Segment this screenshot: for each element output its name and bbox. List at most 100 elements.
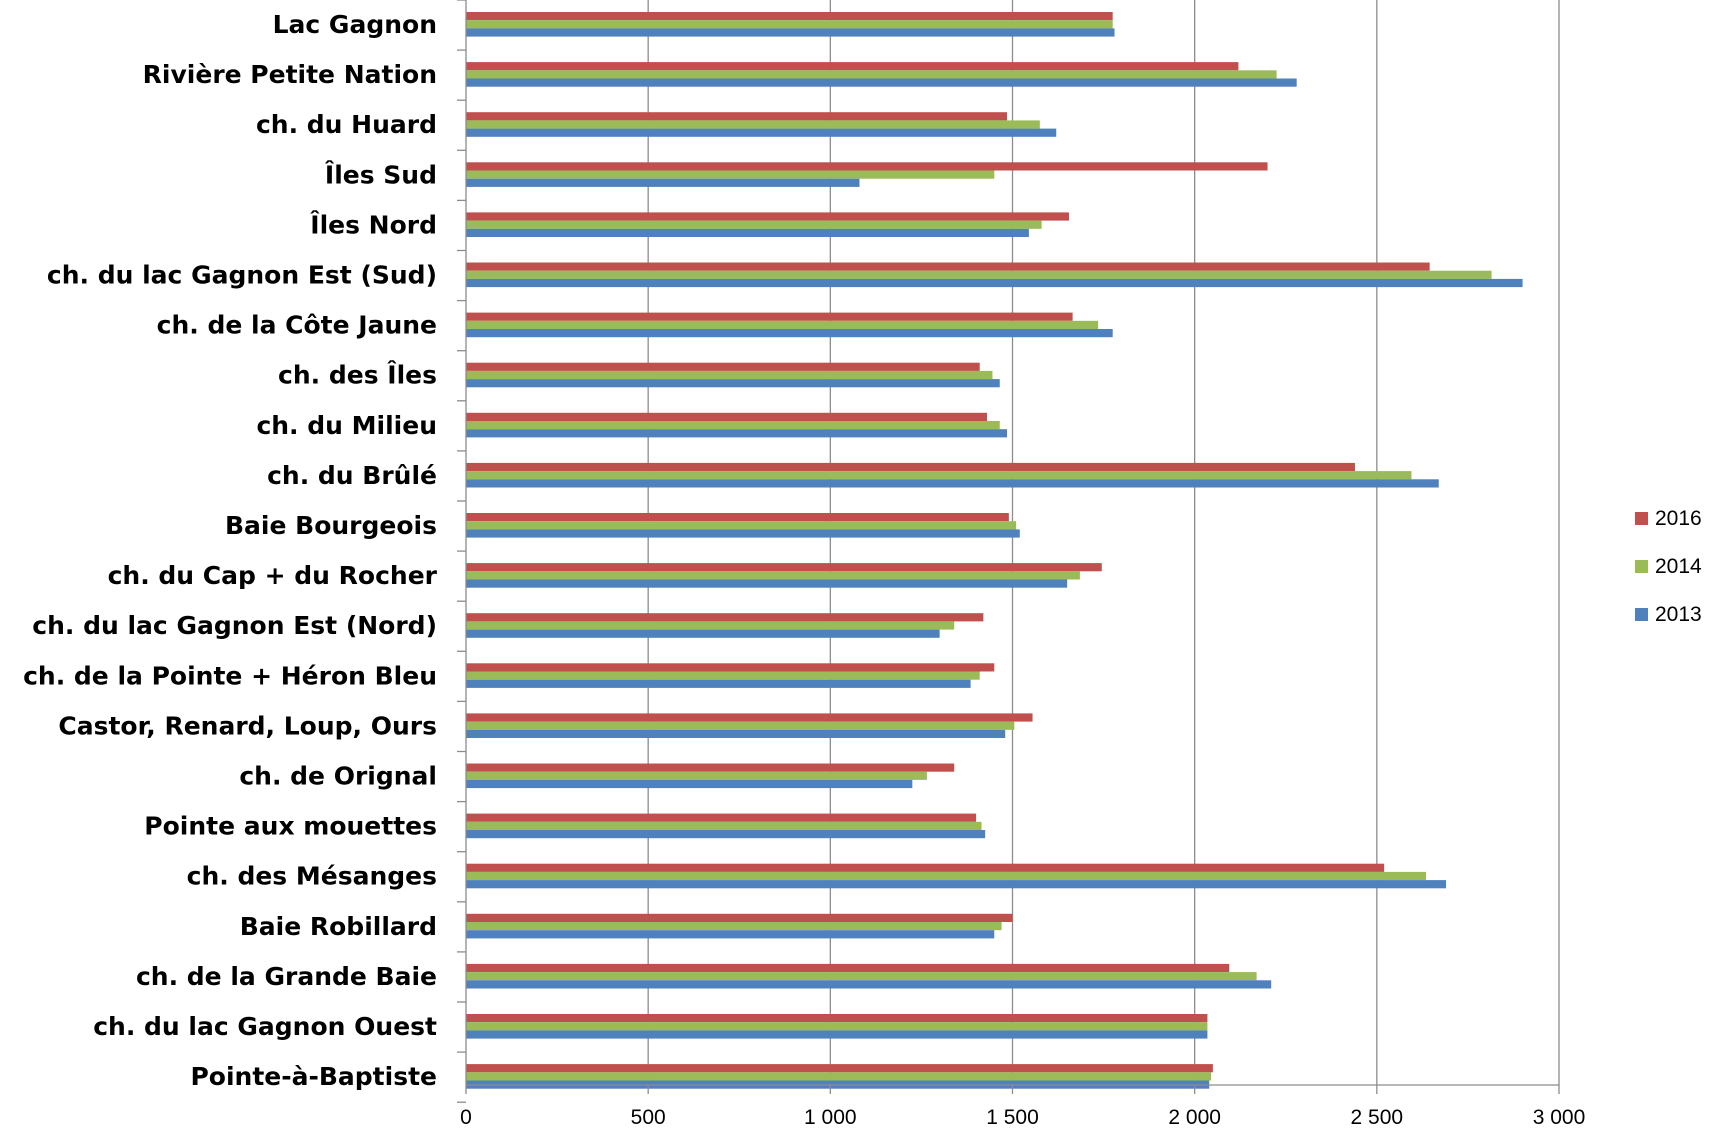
x-tick-label: 1 500 [986, 1106, 1039, 1129]
x-tick-label: 3 000 [1533, 1106, 1586, 1129]
bar-2016 [466, 763, 955, 772]
category-label: Îles Sud [325, 160, 437, 189]
category-label: Pointe-à-Baptiste [190, 1062, 437, 1091]
legend-label: 2016 [1655, 507, 1702, 530]
category-label: Îles Nord [310, 210, 437, 239]
bar-2016 [466, 212, 1069, 221]
category-label: Castor, Renard, Loup, Ours [58, 711, 437, 740]
category-label: Baie Robillard [240, 912, 437, 941]
legend-label: 2014 [1655, 555, 1702, 578]
category-label: ch. de la Côte Jaune [157, 311, 437, 340]
category-label: ch. de la Pointe + Héron Bleu [23, 661, 437, 690]
category-label: Baie Bourgeois [225, 511, 437, 540]
bar-2014 [466, 771, 927, 780]
bar-2013 [466, 429, 1008, 438]
bar-2016 [466, 112, 1008, 121]
bar-2013 [466, 980, 1272, 989]
bar-2013 [466, 529, 1020, 538]
x-tick-label: 2 000 [1168, 1106, 1221, 1129]
bar-2014 [466, 1022, 1208, 1031]
bar-2016 [466, 12, 1113, 21]
legend-swatch-2014 [1635, 560, 1648, 573]
bar-2014 [466, 721, 1015, 730]
bar-2014 [466, 20, 1113, 29]
bar-2013 [466, 178, 860, 187]
bar-2014 [466, 370, 993, 380]
bar-2014 [466, 220, 1042, 229]
bar-2016 [466, 913, 1013, 922]
bar-2013 [466, 278, 1523, 288]
category-label: ch. du Milieu [256, 411, 437, 440]
bar-2013 [466, 629, 940, 638]
bar-2014 [466, 320, 1099, 329]
category-label: Lac Gagnon [273, 10, 437, 39]
bar-2016 [466, 1014, 1208, 1023]
bar-2014 [466, 521, 1017, 530]
bar-2014 [466, 972, 1257, 981]
bar-2016 [466, 663, 995, 672]
bar-2016 [466, 312, 1073, 321]
bar-2013 [466, 930, 995, 939]
bar-2014 [466, 170, 995, 179]
bar-2013 [466, 830, 986, 839]
bar-2014 [466, 471, 1412, 480]
category-label: ch. du Brûlé [267, 461, 437, 490]
x-tick-label: 500 [631, 1106, 666, 1129]
bar-2013 [466, 329, 1113, 338]
bar-2016 [466, 162, 1268, 171]
category-label: Pointe aux mouettes [144, 812, 437, 841]
category-label: ch. du Cap + du Rocher [108, 561, 438, 590]
bar-2013 [466, 579, 1068, 588]
bar-2014 [466, 871, 1427, 881]
category-label: ch. du lac Gagnon Est (Sud) [47, 261, 437, 290]
category-label: ch. des Îles [278, 361, 437, 390]
bar-2016 [466, 863, 1385, 872]
bar-2014 [466, 70, 1277, 79]
legend-label: 2013 [1655, 603, 1702, 626]
bar-2016 [466, 362, 980, 371]
bar-2014 [466, 821, 982, 830]
bar-2013 [466, 128, 1057, 137]
bar-2013 [466, 228, 1029, 237]
bars [466, 12, 1523, 1089]
bar-2013 [466, 729, 1006, 738]
bar-2013 [466, 28, 1115, 37]
bar-2014 [466, 270, 1492, 279]
bar-2014 [466, 1072, 1212, 1081]
bar-2016 [466, 412, 987, 421]
bar-2016 [466, 963, 1230, 973]
category-label: ch. du Huard [256, 110, 437, 139]
bar-2016 [466, 1064, 1213, 1073]
bar-2014 [466, 671, 980, 680]
x-tick-label: 1 000 [804, 1106, 857, 1129]
bar-2013 [466, 479, 1439, 488]
category-label: ch. du lac Gagnon Est (Nord) [32, 611, 437, 640]
bar-2016 [466, 513, 1009, 522]
category-labels: Lac Gagnon Rivière Petite Nation ch. du Hu… [23, 10, 438, 1091]
category-label: ch. de la Grande Baie [136, 962, 437, 991]
bar-2016 [466, 62, 1239, 71]
bar-2014 [466, 922, 1002, 931]
bar-2013 [466, 679, 971, 688]
axes [457, 0, 1560, 1103]
bar-2016 [466, 813, 977, 822]
bar-2013 [466, 78, 1297, 87]
category-label: ch. des Mésanges [187, 862, 437, 891]
legend-swatch-2013 [1635, 608, 1648, 621]
legend-swatch-2016 [1635, 512, 1648, 525]
bar-2014 [466, 120, 1040, 129]
bar-2016 [466, 713, 1033, 722]
bar-2016 [466, 563, 1102, 572]
x-tick-label: 0 [460, 1106, 472, 1129]
bar-2013 [466, 1030, 1208, 1039]
bar-2014 [466, 621, 955, 630]
bar-2016 [466, 613, 984, 622]
legend: 2016 2014 2013 [1635, 507, 1702, 626]
bar-2014 [466, 421, 1000, 430]
bar-2016 [466, 262, 1430, 271]
bar-2013 [466, 779, 913, 789]
bar-2016 [466, 462, 1355, 472]
bar-2014 [466, 571, 1080, 580]
x-tick-labels: 0 500 1 000 1 500 2 000 2 500 3 000 [460, 1106, 1585, 1129]
